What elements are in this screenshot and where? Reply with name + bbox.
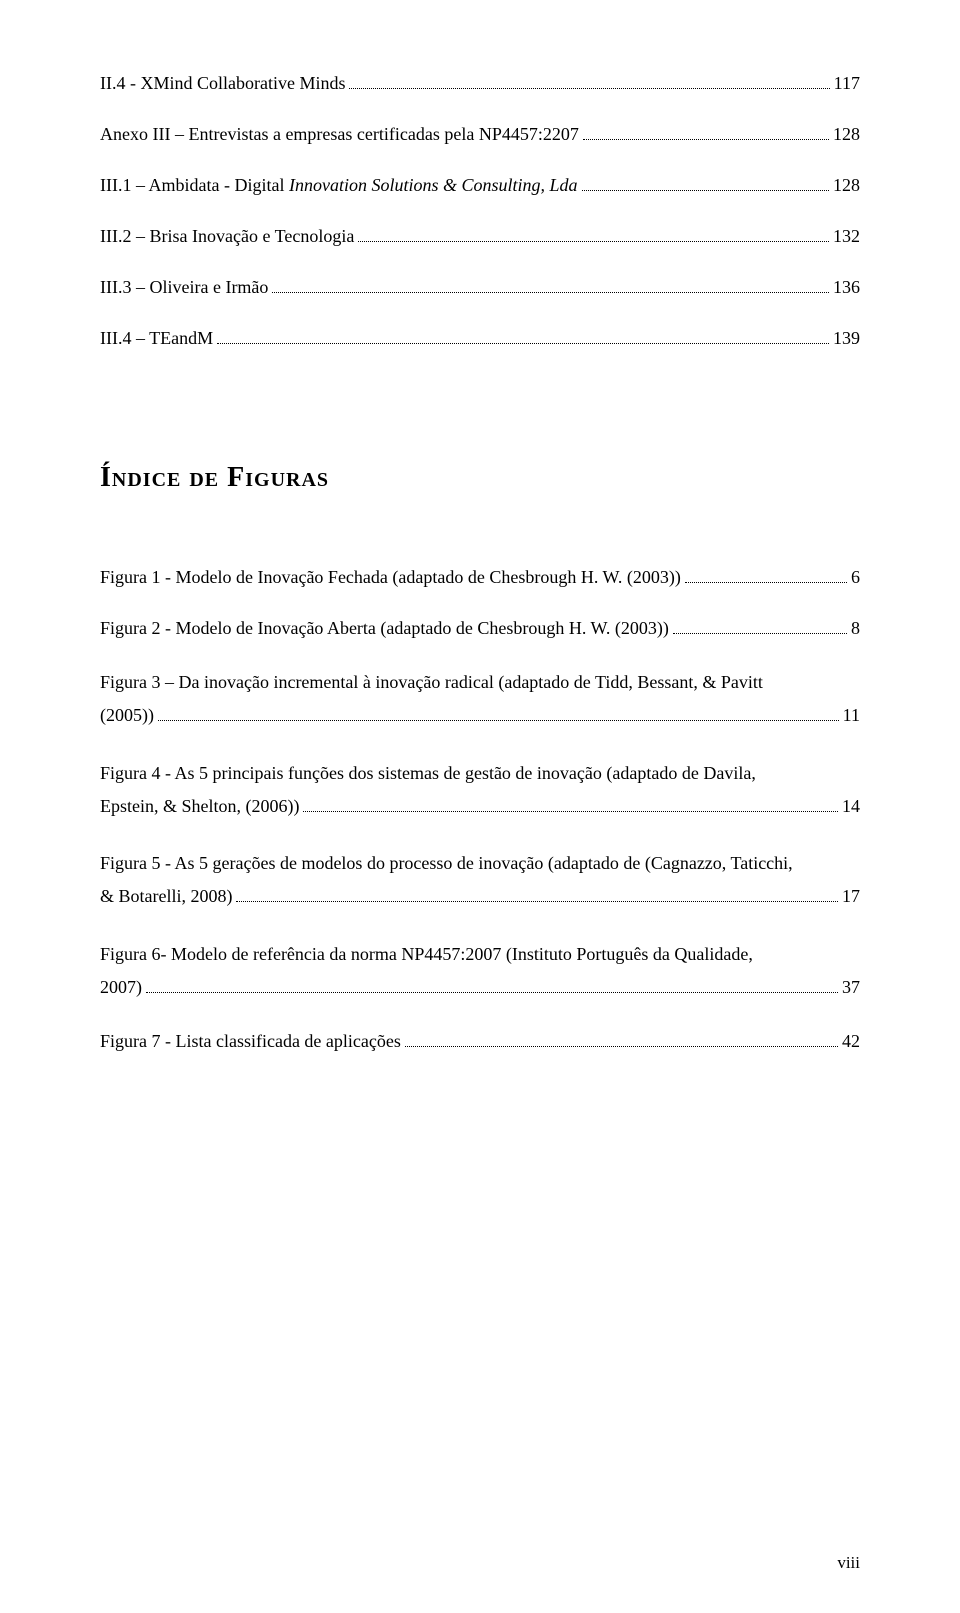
dot-leader bbox=[158, 720, 839, 721]
figure-page: 6 bbox=[851, 564, 860, 591]
figure-label: Figura 1 - Modelo de Inovação Fechada (a… bbox=[100, 564, 681, 591]
toc-entry: III.2 – Brisa Inovação e Tecnologia 132 bbox=[100, 223, 860, 250]
figure-label-line2: (2005)) bbox=[100, 699, 154, 732]
toc-label: III.3 – Oliveira e Irmão bbox=[100, 274, 268, 301]
figure-label-line1: Figura 3 – Da inovação incremental à ino… bbox=[100, 666, 860, 699]
figure-entry: Figura 5 - As 5 gerações de modelos do p… bbox=[100, 847, 860, 914]
toc-entry: II.4 - XMind Collaborative Minds 117 bbox=[100, 70, 860, 97]
dot-leader bbox=[349, 88, 829, 89]
figure-label-line2: Epstein, & Shelton, (2006)) bbox=[100, 790, 299, 823]
dot-leader bbox=[146, 992, 838, 993]
figure-entry: Figura 3 – Da inovação incremental à ino… bbox=[100, 666, 860, 733]
toc-page: 128 bbox=[833, 172, 860, 199]
figure-label: Figura 2 - Modelo de Inovação Aberta (ad… bbox=[100, 615, 669, 642]
figure-label-line2: 2007) bbox=[100, 971, 142, 1004]
dot-leader bbox=[685, 582, 847, 583]
figure-entry: Figura 1 - Modelo de Inovação Fechada (a… bbox=[100, 564, 860, 591]
toc-label: III.1 – Ambidata - Digital Innovation So… bbox=[100, 172, 578, 199]
figure-page: 14 bbox=[842, 790, 860, 823]
toc-page: 139 bbox=[833, 325, 860, 352]
figure-entry: Figura 6- Modelo de referência da norma … bbox=[100, 938, 860, 1005]
figure-entry: Figura 7 - Lista classificada de aplicaç… bbox=[100, 1028, 860, 1055]
figure-page: 17 bbox=[842, 880, 860, 913]
figure-entry: Figura 4 - As 5 principais funções dos s… bbox=[100, 757, 860, 824]
dot-leader bbox=[272, 292, 829, 293]
figure-label-line1: Figura 6- Modelo de referência da norma … bbox=[100, 938, 860, 971]
toc-entry: III.1 – Ambidata - Digital Innovation So… bbox=[100, 172, 860, 199]
figure-label: Figura 7 - Lista classificada de aplicaç… bbox=[100, 1028, 401, 1055]
dot-leader bbox=[673, 633, 847, 634]
toc-page: 132 bbox=[833, 223, 860, 250]
figure-label-line1: Figura 4 - As 5 principais funções dos s… bbox=[100, 757, 860, 790]
figure-entry: Figura 2 - Modelo de Inovação Aberta (ad… bbox=[100, 615, 860, 642]
section-heading-indice-figuras: Índice de Figuras bbox=[100, 462, 860, 494]
figure-page: 8 bbox=[851, 615, 860, 642]
dot-leader bbox=[582, 190, 830, 191]
toc-label: Anexo III – Entrevistas a empresas certi… bbox=[100, 121, 579, 148]
toc-label: III.4 – TEandM bbox=[100, 325, 213, 352]
toc-page: 136 bbox=[833, 274, 860, 301]
toc-label: II.4 - XMind Collaborative Minds bbox=[100, 70, 345, 97]
figure-label-line2: & Botarelli, 2008) bbox=[100, 880, 232, 913]
toc-page: 128 bbox=[833, 121, 860, 148]
dot-leader bbox=[405, 1046, 838, 1047]
toc-entry: III.3 – Oliveira e Irmão 136 bbox=[100, 274, 860, 301]
toc-page: 117 bbox=[834, 70, 860, 97]
dot-leader bbox=[358, 241, 829, 242]
toc-entry: III.4 – TEandM 139 bbox=[100, 325, 860, 352]
figure-page: 11 bbox=[843, 699, 860, 732]
dot-leader bbox=[303, 811, 838, 812]
figure-page: 37 bbox=[842, 971, 860, 1004]
toc-label: III.2 – Brisa Inovação e Tecnologia bbox=[100, 223, 354, 250]
toc-entry: Anexo III – Entrevistas a empresas certi… bbox=[100, 121, 860, 148]
figure-page: 42 bbox=[842, 1028, 860, 1055]
page-number: viii bbox=[837, 1553, 860, 1573]
dot-leader bbox=[217, 343, 829, 344]
dot-leader bbox=[236, 901, 838, 902]
dot-leader bbox=[583, 139, 829, 140]
figure-label-line1: Figura 5 - As 5 gerações de modelos do p… bbox=[100, 847, 860, 880]
